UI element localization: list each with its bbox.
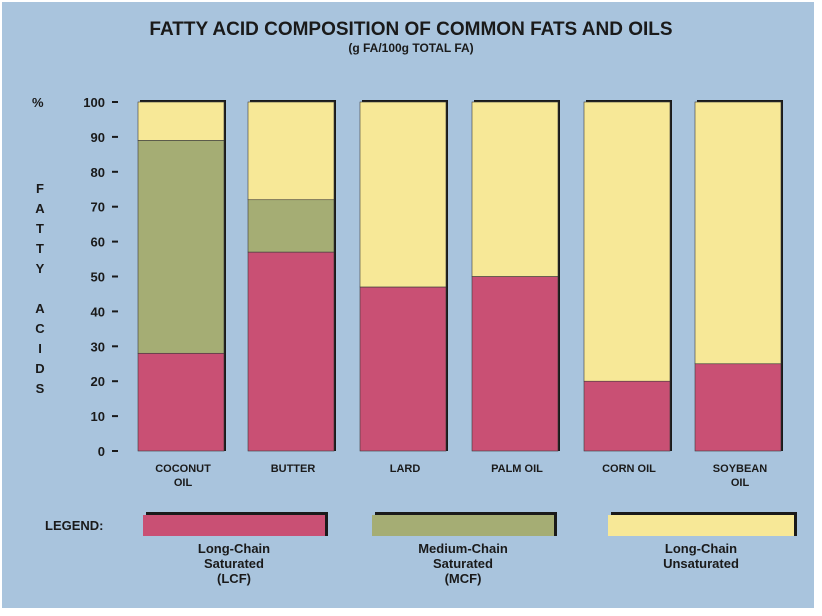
y-axis-label-letter: T bbox=[36, 241, 44, 256]
y-tick-label: 20 bbox=[91, 374, 105, 389]
bar-segment bbox=[247, 199, 335, 253]
x-tick-label: LARD bbox=[390, 463, 421, 475]
chart-title: FATTY ACID COMPOSITION OF COMMON FATS AN… bbox=[149, 19, 672, 40]
legend-label: Saturated bbox=[204, 556, 264, 571]
y-unit-label: % bbox=[32, 95, 44, 110]
y-tick-label: 40 bbox=[91, 304, 105, 319]
y-axis-label-letter: F bbox=[36, 181, 44, 196]
x-tick-label: COCONUT bbox=[155, 463, 211, 475]
legend-label: Saturated bbox=[433, 556, 493, 571]
y-axis-label-letter: A bbox=[35, 301, 45, 316]
legend-swatch bbox=[372, 515, 554, 536]
legend-label: (MCF) bbox=[445, 571, 482, 586]
bar-segment bbox=[694, 363, 782, 452]
y-tick-label: 80 bbox=[91, 165, 105, 180]
legend-swatch bbox=[143, 515, 325, 536]
bar-segment bbox=[359, 101, 447, 288]
bar-segment bbox=[471, 101, 559, 277]
y-tick-label: 90 bbox=[91, 130, 105, 145]
y-tick-label: 100 bbox=[83, 95, 105, 110]
legend-swatch bbox=[608, 515, 794, 536]
y-tick-label: 30 bbox=[91, 339, 105, 354]
bar-segment bbox=[694, 101, 782, 365]
legend-title: LEGEND: bbox=[45, 518, 104, 533]
bar-segment bbox=[583, 380, 671, 452]
y-axis-label-letter: T bbox=[36, 221, 44, 236]
y-axis-label-letter: A bbox=[35, 201, 45, 216]
y-tick-label: 10 bbox=[91, 409, 105, 424]
legend-label: Unsaturated bbox=[663, 556, 739, 571]
bar-segment bbox=[247, 101, 335, 201]
bar-segment bbox=[137, 140, 225, 354]
y-axis-label-letter: D bbox=[35, 361, 44, 376]
bar-segment bbox=[137, 101, 225, 141]
y-axis-label-letter: C bbox=[35, 321, 45, 336]
x-tick-label: BUTTER bbox=[271, 463, 316, 475]
bar-segment bbox=[359, 286, 447, 452]
y-tick-label: 60 bbox=[91, 235, 105, 250]
x-tick-label: CORN OIL bbox=[602, 463, 656, 475]
bar-segment bbox=[471, 276, 559, 452]
y-tick-label: 70 bbox=[91, 200, 105, 215]
y-axis-label-letter: Y bbox=[36, 261, 45, 276]
legend-label: Long-Chain bbox=[198, 541, 270, 556]
y-tick-label: 0 bbox=[98, 444, 105, 459]
legend-label: (LCF) bbox=[217, 571, 251, 586]
x-tick-label: OIL bbox=[174, 477, 193, 489]
y-tick-label: 50 bbox=[91, 270, 105, 285]
chart-subtitle: (g FA/100g TOTAL FA) bbox=[348, 41, 473, 55]
x-tick-label: PALM OIL bbox=[491, 463, 543, 475]
bar-segment bbox=[583, 101, 671, 382]
x-tick-label: SOYBEAN bbox=[713, 463, 767, 475]
y-axis-label-letter: I bbox=[38, 341, 42, 356]
legend-label: Medium-Chain bbox=[418, 541, 508, 556]
legend-label: Long-Chain bbox=[665, 541, 737, 556]
bar-segment bbox=[137, 352, 225, 452]
y-axis-label-letter: S bbox=[36, 381, 45, 396]
x-tick-label: OIL bbox=[731, 477, 750, 489]
bar-segment bbox=[247, 251, 335, 452]
